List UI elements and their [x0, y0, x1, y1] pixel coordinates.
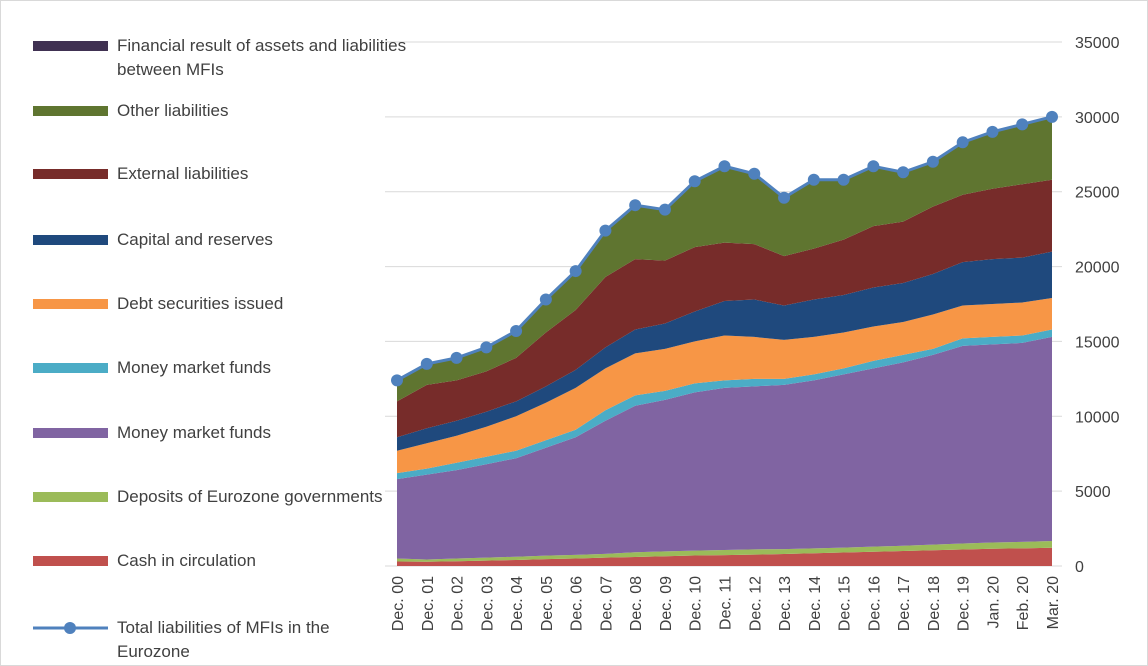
x-tick-label: Dec. 07 — [598, 576, 615, 631]
area — [397, 298, 1052, 474]
total-marker — [748, 167, 761, 180]
total-marker — [450, 351, 463, 364]
total-marker — [926, 155, 939, 168]
total-marker — [778, 191, 791, 204]
total-marker — [569, 265, 582, 278]
legend-label: Financial result of assets and liabiliti… — [117, 36, 407, 79]
legend-swatch — [33, 428, 108, 438]
legend-label: Total liabilities of MFIs in the Eurozon… — [117, 618, 330, 661]
area — [397, 336, 1052, 560]
area — [397, 540, 1052, 562]
x-tick-label: Dec. 19 — [956, 576, 973, 631]
legend-label: Money market funds — [117, 358, 272, 377]
area — [397, 547, 1052, 566]
legend-label: Capital and reserves — [117, 230, 273, 249]
legend-swatch — [33, 169, 108, 179]
y-tick-label: 10000 — [1075, 409, 1120, 426]
legend-swatch — [33, 106, 108, 116]
area — [397, 251, 1052, 451]
total-marker — [658, 203, 671, 216]
x-tick-label: Dec. 11 — [718, 576, 735, 630]
total-marker — [807, 173, 820, 186]
legend-label: Deposits of Eurozone governments — [117, 487, 383, 506]
total-marker — [986, 125, 999, 138]
total-marker — [837, 173, 850, 186]
total-marker — [718, 160, 731, 173]
x-tick-label: Dec. 14 — [807, 576, 824, 631]
total-marker — [599, 224, 612, 237]
x-tick-label: Dec. 03 — [479, 576, 496, 631]
x-tick-label: Jan. 20 — [985, 576, 1002, 629]
y-tick-label: 5000 — [1075, 484, 1111, 501]
legend-swatch — [33, 299, 108, 309]
total-marker — [688, 175, 701, 188]
x-tick-label: Feb. 20 — [1015, 576, 1032, 630]
x-tick-label: Dec. 02 — [450, 576, 467, 631]
total-marker — [867, 160, 880, 173]
x-tick-label: Dec. 08 — [628, 576, 645, 631]
area — [397, 179, 1052, 438]
total-marker — [629, 199, 642, 212]
total-marker — [510, 324, 523, 337]
legend-label: Debt securities issued — [117, 294, 284, 313]
area — [397, 116, 1052, 402]
y-tick-label: 30000 — [1075, 110, 1120, 127]
legend-swatch — [33, 41, 108, 51]
x-tick-label: Dec. 06 — [569, 576, 586, 631]
legend-swatch — [33, 363, 108, 373]
y-tick-label: 35000 — [1075, 35, 1120, 52]
x-tick-label: Dec. 15 — [837, 576, 854, 631]
area — [397, 329, 1052, 480]
x-tick-label: Dec. 17 — [896, 576, 913, 631]
legend-label: Other liabilities — [117, 101, 229, 120]
x-tick-label: Dec. 00 — [390, 576, 407, 631]
y-tick-label: 25000 — [1075, 185, 1120, 202]
total-marker — [391, 374, 403, 387]
x-tick-label: Dec. 05 — [539, 576, 556, 631]
y-tick-label: 15000 — [1075, 334, 1120, 351]
x-tick-label: Dec. 13 — [777, 576, 794, 631]
total-marker — [480, 341, 493, 354]
x-tick-label: Dec. 09 — [658, 576, 675, 631]
legend-swatch — [33, 235, 108, 245]
legend-swatch — [33, 492, 108, 502]
y-tick-label: 0 — [1075, 559, 1084, 576]
legend-marker — [64, 622, 76, 634]
total-marker — [420, 357, 433, 370]
x-tick-label: Dec. 16 — [866, 576, 883, 631]
legend-label: Money market funds — [117, 423, 272, 442]
total-marker — [1046, 110, 1058, 123]
y-tick-label: 20000 — [1075, 260, 1120, 277]
legend-swatch — [33, 556, 108, 566]
total-marker — [539, 293, 552, 306]
total-marker — [956, 136, 969, 149]
x-tick-label: Mar. 20 — [1045, 576, 1062, 629]
legend-label: Cash in circulation — [117, 551, 256, 570]
x-tick-label: Dec. 10 — [688, 576, 705, 631]
legend-label: External liabilities — [117, 164, 249, 183]
total-marker — [1016, 118, 1029, 131]
x-tick-label: Dec. 01 — [420, 576, 437, 631]
total-marker — [897, 166, 910, 179]
x-tick-label: Dec. 18 — [926, 576, 943, 631]
x-tick-label: Dec. 04 — [509, 576, 526, 631]
x-tick-label: Dec. 12 — [747, 576, 764, 631]
